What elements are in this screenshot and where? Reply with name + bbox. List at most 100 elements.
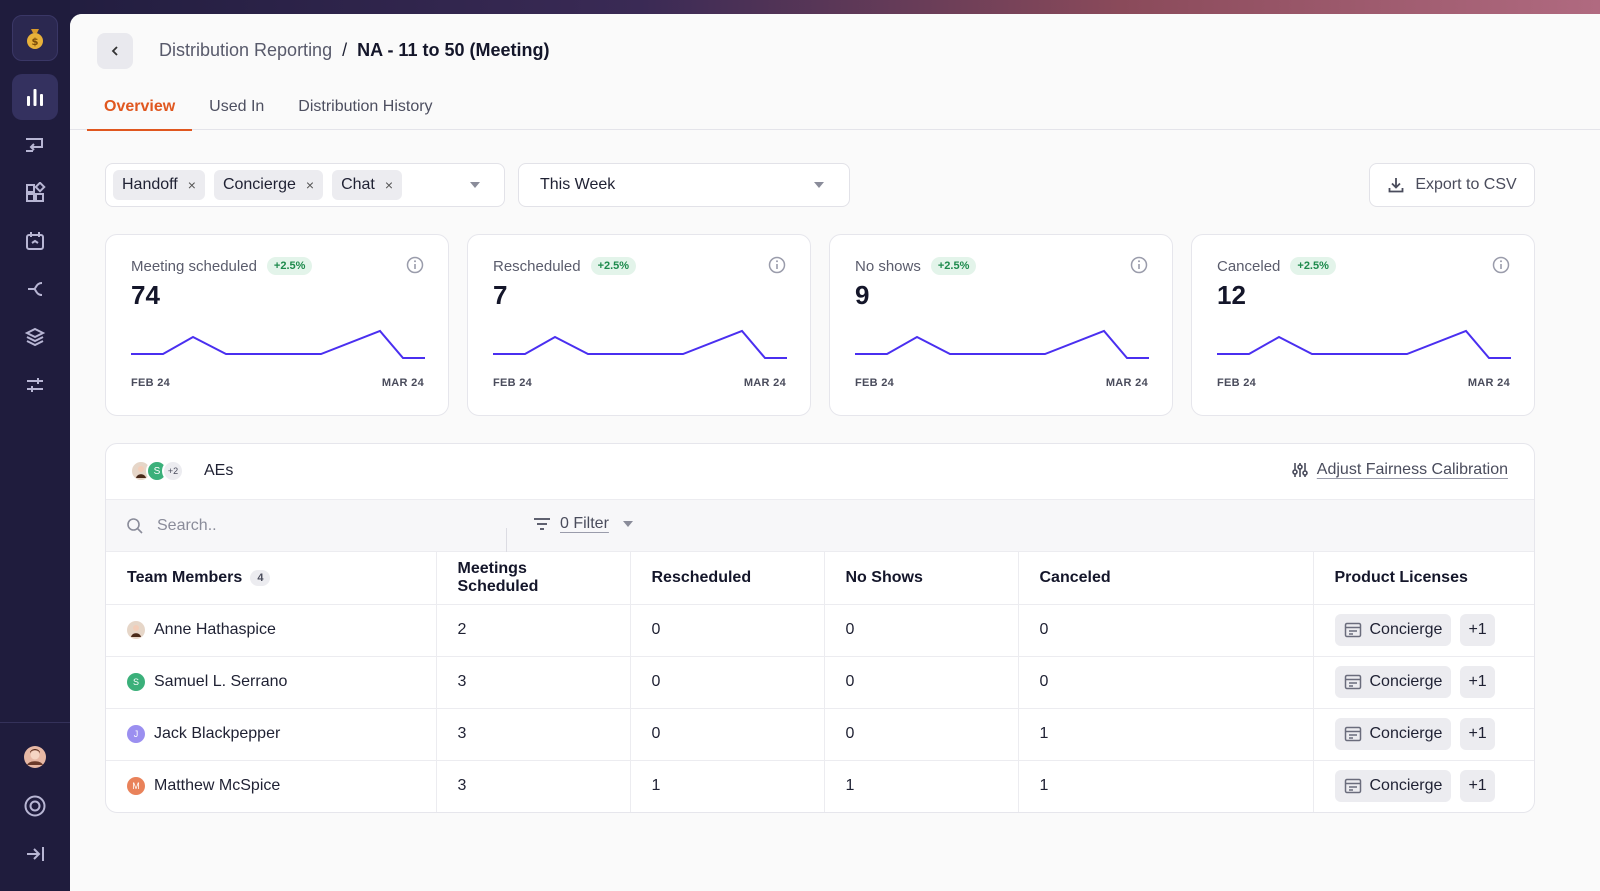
help-icon[interactable]: [12, 783, 58, 829]
sidebar: $: [0, 0, 70, 891]
main-content: Distribution Reporting / NA - 11 to 50 (…: [70, 14, 1600, 891]
channel-multiselect[interactable]: Handoff × Concierge × Chat ×: [105, 163, 505, 207]
column-header-canceled[interactable]: Canceled: [1018, 552, 1314, 605]
member-avatar: J: [127, 725, 145, 743]
member-count-badge: 4: [250, 569, 271, 586]
rescheduled-cell: 1: [630, 760, 825, 812]
sliders-icon[interactable]: [12, 362, 58, 408]
page-header: Distribution Reporting / NA - 11 to 50 (…: [70, 14, 1600, 131]
collapse-icon[interactable]: [12, 831, 58, 877]
sparkline-end-label: MAR 24: [743, 377, 786, 389]
sparkline-chart: [131, 329, 425, 359]
stat-label: Canceled: [1217, 257, 1281, 275]
period-select[interactable]: This Week: [518, 163, 850, 207]
column-header-rescheduled[interactable]: Rescheduled: [630, 552, 825, 605]
routing-icon[interactable]: [12, 122, 58, 168]
team-group-header: S +2 AEs Adjust Fairness Calibration: [106, 444, 1534, 500]
table-row[interactable]: S Samuel L. Serrano 3 0 0 0 Concierge +1: [106, 656, 1534, 709]
branch-icon[interactable]: [12, 266, 58, 312]
stat-label: No shows: [855, 257, 921, 275]
member-avatar: M: [127, 777, 145, 796]
breadcrumb-parent[interactable]: Distribution Reporting: [159, 40, 333, 60]
calendar-sync-icon[interactable]: [12, 218, 58, 264]
chevron-down-icon: [814, 182, 824, 188]
analytics-icon[interactable]: [12, 74, 58, 120]
column-header-meetings-scheduled[interactable]: Meetings Scheduled: [436, 552, 631, 605]
license-more-badge[interactable]: +1: [1460, 614, 1495, 646]
meetings-scheduled-cell: 3: [436, 760, 631, 812]
no-shows-cell: 1: [824, 760, 1019, 812]
tab-distribution-history[interactable]: Distribution History: [298, 98, 433, 115]
license-label: Concierge: [1369, 673, 1443, 690]
remove-chip-icon[interactable]: ×: [305, 177, 315, 193]
breadcrumb: Distribution Reporting / NA - 11 to 50 (…: [159, 40, 549, 61]
chevron-down-icon[interactable]: [470, 182, 480, 188]
concierge-icon: [1344, 779, 1361, 794]
change-badge: +2.5%: [266, 257, 313, 275]
search-input[interactable]: Search..: [157, 517, 217, 534]
page-title: NA - 11 to 50 (Meeting): [357, 40, 550, 60]
concierge-icon: [1344, 674, 1361, 690]
back-button[interactable]: [97, 33, 133, 69]
change-badge: +2.5%: [1290, 257, 1336, 275]
license-chip[interactable]: Concierge: [1334, 718, 1452, 750]
info-icon[interactable]: [1492, 256, 1510, 274]
license-more-badge[interactable]: +1: [1460, 770, 1495, 803]
user-avatar[interactable]: [12, 734, 58, 780]
remove-chip-icon[interactable]: ×: [384, 177, 394, 193]
info-icon[interactable]: [1130, 256, 1148, 274]
export-csv-label: Export to CSV: [1415, 176, 1517, 193]
chip-label: Handoff: [122, 176, 178, 193]
export-csv-button[interactable]: Export to CSV: [1369, 163, 1535, 207]
sparkline-start-label: FEB 24: [493, 377, 533, 389]
concierge-icon: [1344, 726, 1361, 742]
avatar-overflow-count: +2: [162, 460, 184, 482]
column-header-label: Team Members: [127, 568, 243, 586]
sparkline-start-label: FEB 24: [1217, 377, 1257, 389]
stat-label: Rescheduled: [493, 257, 581, 275]
search-icon: [127, 518, 143, 534]
change-badge: +2.5%: [930, 257, 977, 275]
stat-value: 7: [493, 280, 508, 310]
canceled-cell: 1: [1018, 760, 1314, 812]
tab-overview[interactable]: Overview: [87, 84, 193, 131]
adjust-fairness-label: Adjust Fairness Calibration: [1316, 461, 1508, 478]
member-name: Samuel L. Serrano: [154, 673, 288, 690]
chip-handoff: Handoff ×: [113, 170, 205, 200]
remove-chip-icon[interactable]: ×: [187, 177, 196, 193]
chip-label: Concierge: [222, 176, 296, 193]
license-more-badge[interactable]: +1: [1460, 718, 1495, 750]
sparkline-start-label: FEB 24: [855, 377, 895, 389]
license-label: Concierge: [1369, 777, 1443, 795]
info-icon[interactable]: [768, 256, 786, 274]
sparkline-end-label: MAR 24: [1105, 377, 1148, 389]
column-header-product-licenses[interactable]: Product Licenses: [1313, 552, 1534, 605]
table-row[interactable]: M Matthew McSpice 3 1 1 1 Concierge +1: [106, 760, 1534, 812]
sparkline-chart: [493, 329, 787, 359]
money-bag-icon[interactable]: $: [12, 15, 58, 61]
layers-icon[interactable]: [12, 314, 58, 360]
license-more-badge[interactable]: +1: [1460, 666, 1495, 698]
member-avatar: [127, 621, 145, 639]
period-select-value: This Week: [540, 176, 616, 193]
chevron-left-icon: [111, 46, 118, 56]
adjust-fairness-button[interactable]: Adjust Fairness Calibration: [1291, 461, 1508, 479]
filter-button[interactable]: 0 Filter: [533, 515, 633, 533]
filter-icon: [534, 518, 550, 530]
column-header-no-shows[interactable]: No Shows: [824, 552, 1019, 605]
chip-chat: Chat ×: [332, 170, 403, 200]
license-chip[interactable]: Concierge: [1334, 666, 1452, 698]
canceled-cell: 0: [1018, 604, 1314, 657]
apps-icon[interactable]: [12, 170, 58, 216]
license-chip[interactable]: Concierge: [1334, 614, 1452, 646]
table-row[interactable]: J Jack Blackpepper 3 0 0 1 Concierge +1: [106, 708, 1534, 761]
stat-value: 74: [131, 280, 160, 310]
table-toolbar: Search.. 0 Filter: [106, 500, 1534, 552]
tab-used-in[interactable]: Used In: [209, 98, 265, 115]
toolbar-divider: [506, 528, 507, 552]
member-name: Matthew McSpice: [154, 777, 281, 795]
column-header-team-members[interactable]: Team Members 4: [106, 552, 437, 605]
info-icon[interactable]: [406, 256, 424, 274]
table-row[interactable]: Anne Hathaspice 2 0 0 0 Concierge +1: [106, 604, 1534, 657]
license-chip[interactable]: Concierge: [1334, 770, 1452, 803]
